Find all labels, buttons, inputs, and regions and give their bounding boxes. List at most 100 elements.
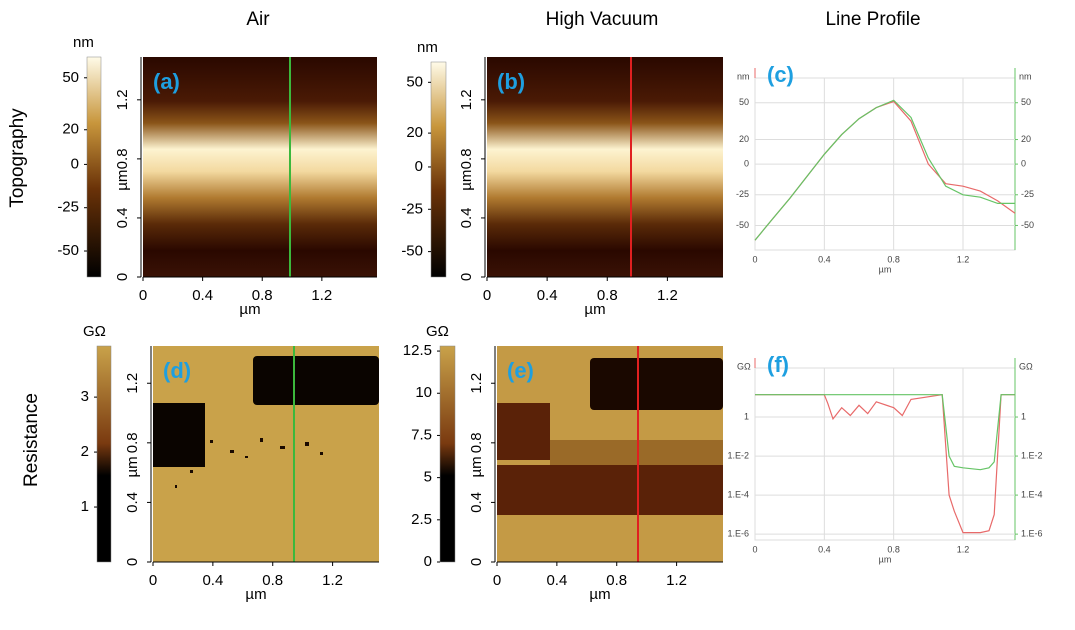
row-title: Topography [7,108,28,208]
column-title: High Vacuum [546,9,659,30]
image-b [487,57,723,277]
y-tick-label: 1.E-2 [727,450,749,460]
x-tick-label: 0.8 [262,572,283,589]
column-title: Air [246,9,270,30]
y-tick-label: 0.8 [468,432,485,453]
colorbar-tick-label: 2 [81,443,89,460]
y-tick-label: 1.2 [124,373,141,394]
colorbar [86,56,102,278]
y-axis-label: µm [124,456,141,477]
colorbar-tick-label: 12.5 [403,342,432,359]
x-tick-label: 1.2 [322,572,343,589]
x-tick-label: 0 [139,287,147,304]
x-tick-label: 0.8 [887,544,900,554]
y2-tick-label: -25 [1021,189,1034,199]
row-title: Resistance [21,393,42,487]
y-tick-label: 0.8 [114,148,131,169]
panel-label: (e) [507,358,534,383]
colorbar-tick-label: 5 [424,469,432,486]
y-tick-label: 0 [124,558,141,566]
colorbar-tick-label: 20 [406,124,423,141]
y-axis-label: µm [458,170,475,191]
y2-tick-label: 50 [1021,97,1031,107]
x-axis-label: µm [239,301,260,318]
colorbar-tick-label: 0 [424,553,432,570]
x-tick-label: 0 [483,287,491,304]
x-tick-label: 1.2 [957,544,970,554]
y-tick-label: 0 [468,558,485,566]
y-tick-label: 0.4 [468,492,485,513]
column-title: Line Profile [825,9,920,30]
y-tick-label: 0 [114,273,131,281]
y-tick-label: 0.8 [124,432,141,453]
colorbar-unit: nm [73,34,94,51]
colorbar-tick-label: -25 [57,199,79,216]
colorbar-tick-label: 20 [62,121,79,138]
y-axis-label: µm [114,170,131,191]
y2-unit: nm [1019,71,1032,81]
x-tick-label: 0.8 [597,287,618,304]
y2-tick-label: 1.E-2 [1021,450,1043,460]
panel-label: (d) [163,358,191,383]
y-tick-label: 1.2 [458,89,475,110]
x-tick-label: 0.4 [202,572,223,589]
x-tick-label: 0.8 [887,254,900,264]
x-axis-label: µm [879,554,892,564]
x-tick-label: 0 [493,572,501,589]
y-tick-label: 1.E-6 [727,529,749,539]
x-tick-label: 1.2 [957,254,970,264]
line-series [754,99,1015,241]
colorbar-tick-label: 0 [71,155,79,172]
y-tick-label: 1.2 [468,373,485,394]
colorbar [430,61,447,278]
colorbar-unit: GΩ [83,323,106,340]
colorbar-tick-label: 50 [406,73,423,90]
line-series [754,100,1016,241]
colorbar-tick-label: 10 [415,384,432,401]
colorbar-tick-label: -25 [401,200,423,217]
x-tick-label: 0.4 [192,287,213,304]
y2-tick-label: 1 [1021,411,1026,421]
x-tick-label: 0 [149,572,157,589]
colorbar-unit: nm [417,39,438,56]
image-a [143,57,377,277]
y2-tick-label: 20 [1021,134,1031,144]
colorbar-tick-label: 50 [62,69,79,86]
x-tick-label: 0.4 [537,287,558,304]
colorbar-tick-label: 3 [81,388,89,405]
x-axis-label: µm [879,264,892,274]
y-tick-label: 0.8 [458,148,475,169]
plot-frame [754,367,1016,541]
colorbar-unit: GΩ [426,323,449,340]
y2-tick-label: -50 [1021,220,1034,230]
y-tick-label: 0.4 [458,208,475,229]
colorbar-tick-label: -50 [401,243,423,260]
y-tick-label: 0 [458,273,475,281]
y2-unit: GΩ [1019,361,1033,371]
y-unit: GΩ [737,361,751,371]
line-series [755,394,1015,471]
panel-label: (f) [767,352,789,377]
y-tick-label: 0.4 [114,208,131,229]
x-tick-label: 0 [752,254,757,264]
y-tick-label: 1.E-4 [727,489,749,499]
colorbar-tick-label: 0 [415,158,423,175]
image-e [497,346,723,562]
y-tick-label: -25 [736,189,749,199]
x-axis-label: µm [245,586,266,603]
x-tick-label: 0.4 [818,544,831,554]
colorbar-tick-label: 1 [81,498,89,515]
x-tick-label: 1.2 [311,287,332,304]
colorbar [96,345,112,563]
y-tick-label: 1 [744,411,749,421]
panel-label: (a) [153,69,180,94]
y2-tick-label: 0 [1021,158,1026,168]
x-tick-label: 0.8 [606,572,627,589]
y-tick-label: 0.4 [124,492,141,513]
y2-tick-label: 1.E-6 [1021,529,1043,539]
colorbar-tick-label: 7.5 [411,426,432,443]
x-axis-label: µm [589,586,610,603]
x-tick-label: 0.8 [252,287,273,304]
y-tick-label: 0 [744,158,749,168]
